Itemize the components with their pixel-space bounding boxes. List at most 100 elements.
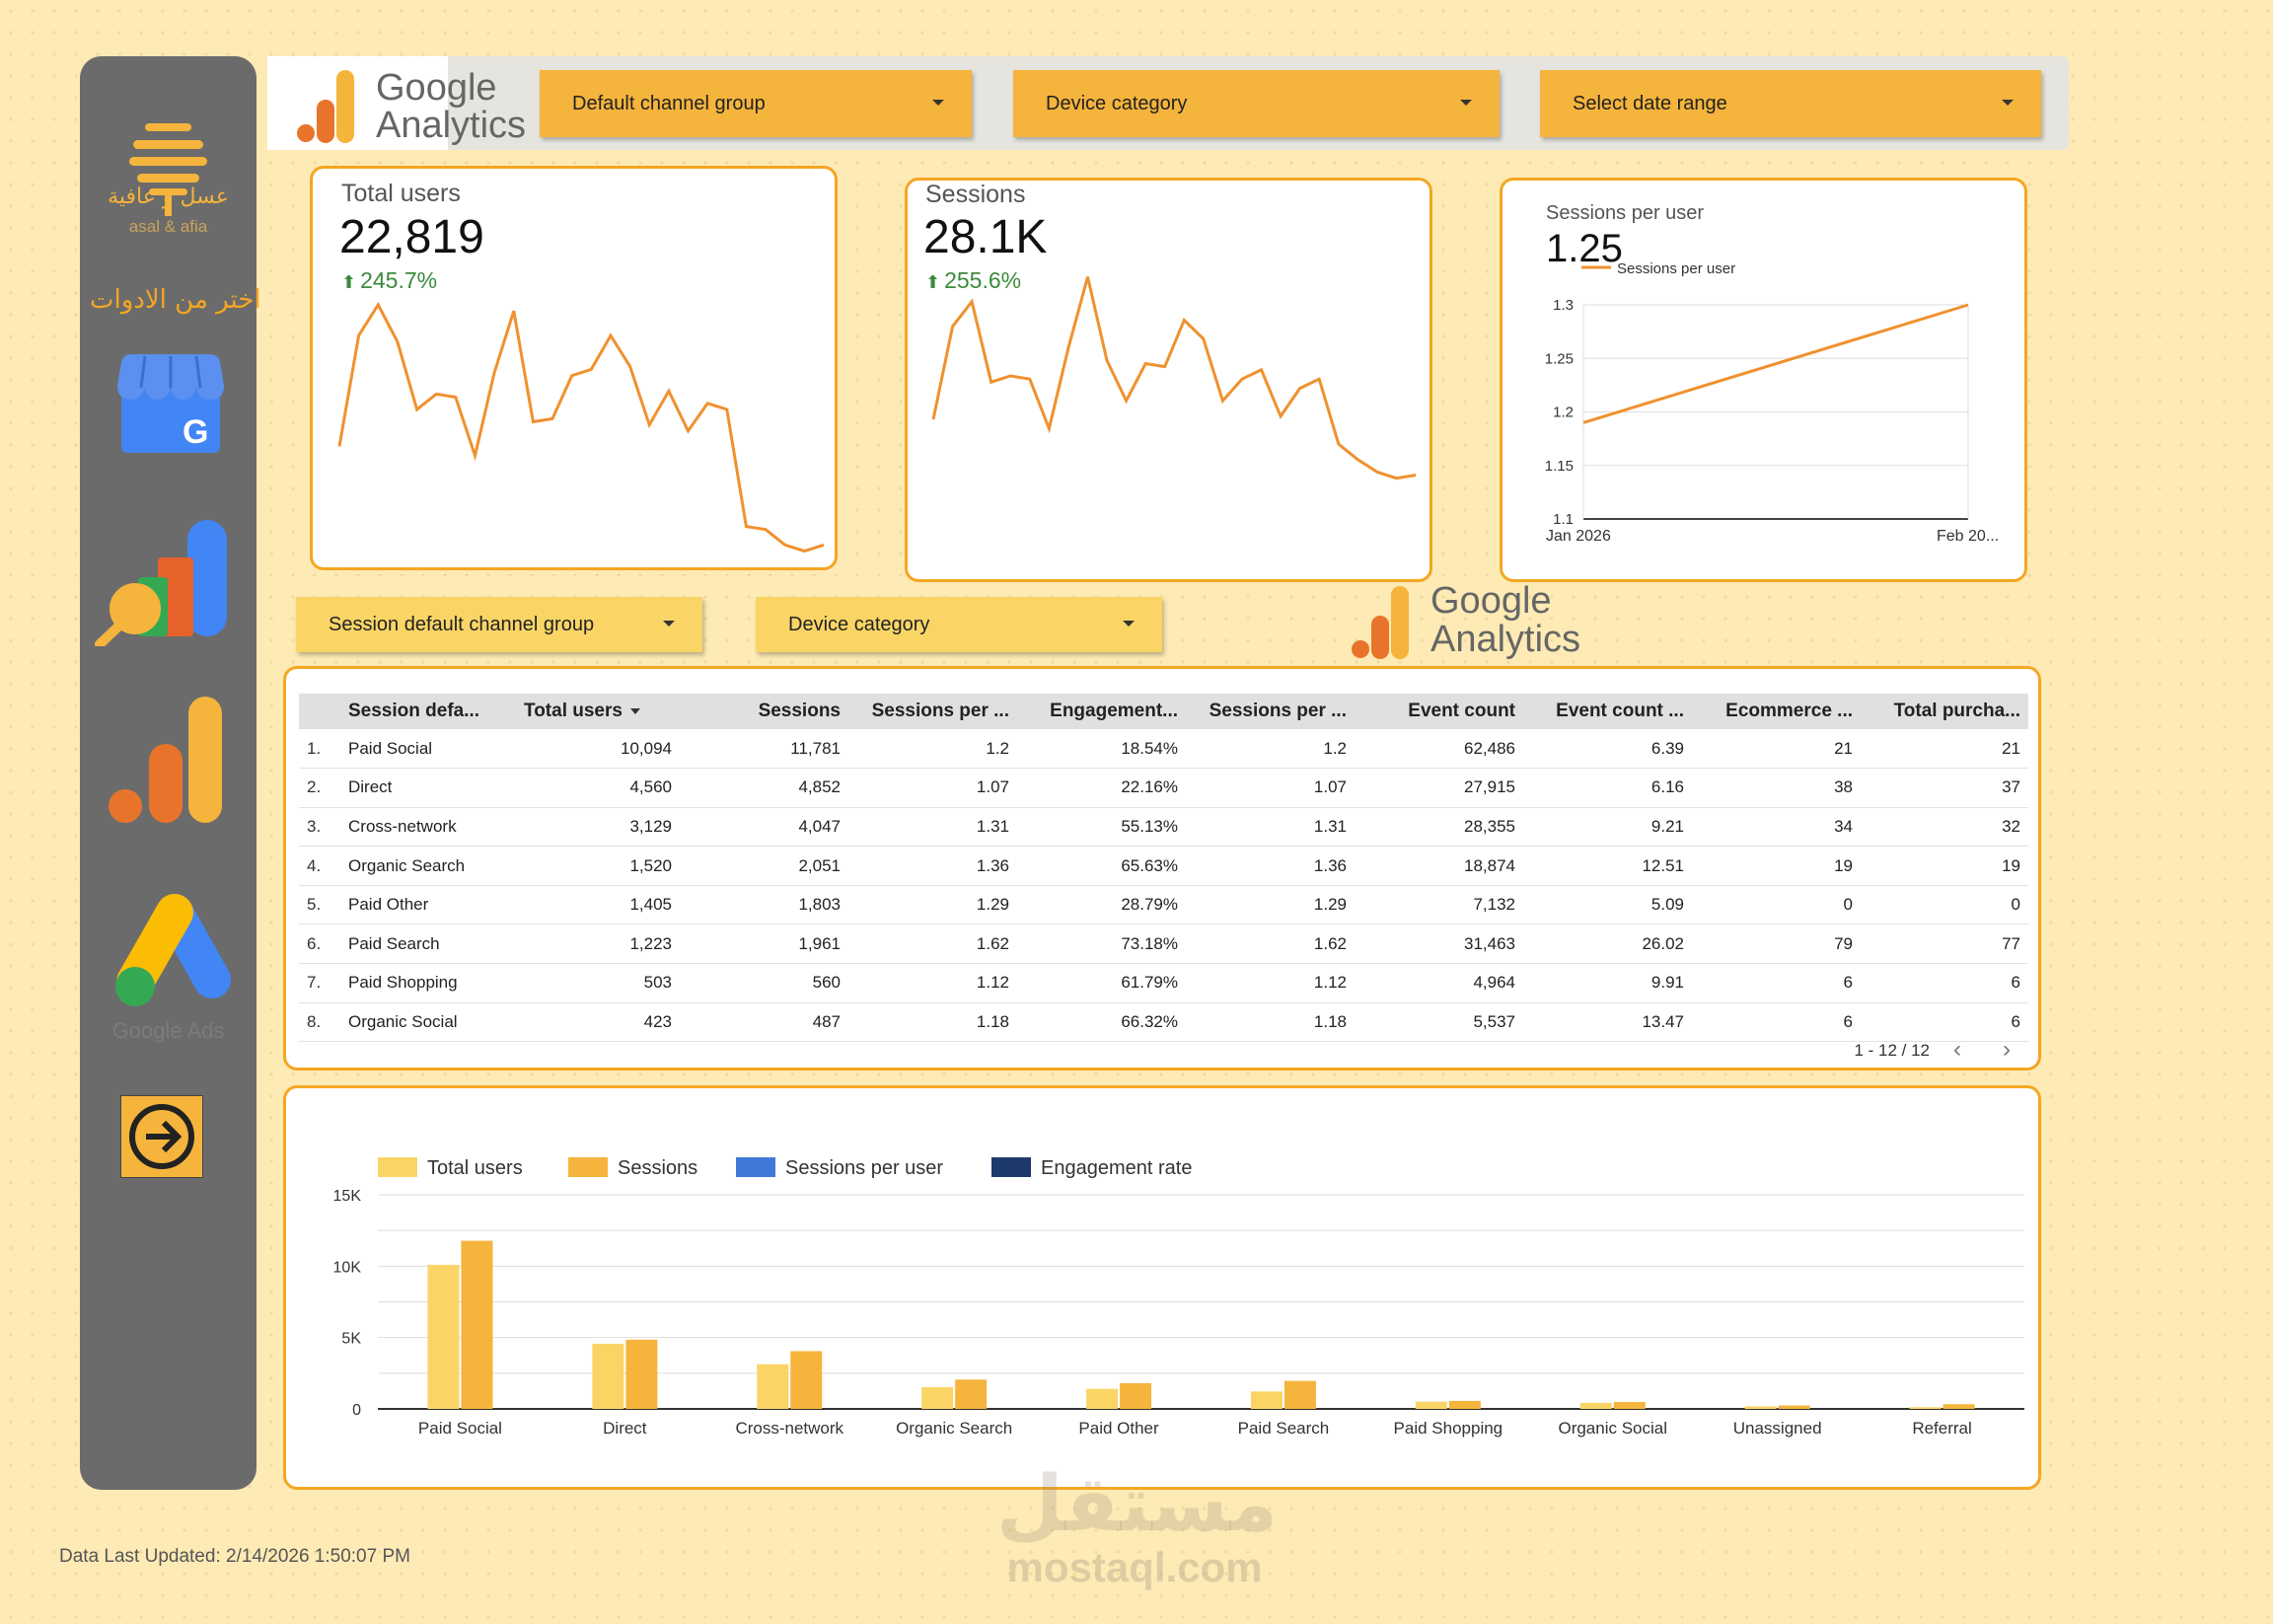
table-row[interactable]: 3. Cross-network 3,129 4,047 1.31 55.13% 1.31 2… [299,807,2028,848]
arrow-right-circle-icon[interactable] [120,1095,203,1178]
bar-sessions[interactable] [1943,1404,1975,1409]
chevron-left-icon[interactable]: ‹ [1953,1036,1961,1063]
column-header[interactable]: Sessions [680,694,848,729]
table-row[interactable]: 2. Direct 4,560 4,852 1.07 22.16% 1.07 27,915 6.… [299,768,2028,808]
column-header[interactable]: Event count [1355,694,1523,729]
bar-total-users[interactable] [921,1387,954,1409]
legend-label[interactable]: Sessions per user [785,1157,943,1179]
dropdown-label: Default channel group [572,92,766,114]
google-ads-label: Google Ads [111,1018,225,1043]
column-header[interactable]: Total users [516,694,680,729]
x-tick-label: Referral [1912,1419,1971,1438]
up-arrow-icon: ⬆ [341,272,357,292]
date-range-dropdown[interactable]: Select date range [1540,70,2041,137]
total-users-card: Total users 22,819 ⬆ 245.7% [310,166,838,570]
caret-down-icon [932,100,944,106]
bar-sessions[interactable] [790,1351,823,1409]
table-row[interactable]: 1. Paid Social 10,094 11,781 1.2 18.54% 1.2 62,… [299,729,2028,770]
bar-sessions[interactable] [955,1379,988,1409]
logo-analytics-text: Analytics [1430,619,1581,660]
table-cell: 18.54% [1017,729,1186,770]
x-tick-label: Organic Search [896,1419,1012,1438]
bar-sessions[interactable] [1613,1401,1646,1409]
bar-sessions[interactable] [1283,1380,1316,1409]
bar-total-users[interactable] [427,1264,460,1409]
table-cell: 77 [1861,923,2028,965]
device-category-dropdown[interactable]: Device category [1013,70,1500,137]
table-row[interactable]: 5. Paid Other 1,405 1,803 1.29 28.79% 1.29 7,13… [299,885,2028,925]
column-header[interactable]: Sessions per ... [848,694,1017,729]
kpi-label: Total users [341,180,461,207]
table-cell: 10,094 [516,729,680,770]
caret-down-icon [1460,100,1472,106]
x-tick-label: Paid Social [418,1419,502,1438]
table-cell: 6.39 [1523,729,1692,770]
google-analytics-search-icon[interactable] [94,518,242,646]
bar-total-users[interactable] [1909,1407,1942,1409]
sidebar: عسل و عافية asal & afia اختر من الادوات … [80,56,261,1490]
column-header[interactable]: Session defa... [340,694,516,729]
column-header[interactable]: Total purcha... [1861,694,2028,729]
bar-total-users[interactable] [1415,1401,1447,1409]
table-cell: 1,803 [680,885,848,925]
kpi-value: 28.1K [923,211,1048,263]
row-index: 6. [299,923,340,965]
table-cell: 4,852 [680,768,848,808]
bar-total-users[interactable] [1250,1391,1283,1409]
column-header[interactable]: Sessions per ... [1186,694,1355,729]
table-cell: 13.47 [1523,1002,1692,1043]
session-channel-group-dropdown[interactable]: Session default channel group [296,597,702,652]
sparkline-path [931,276,1417,480]
legend-label[interactable]: Sessions [618,1157,697,1179]
sort-desc-icon [629,707,640,714]
sparkline-path [337,301,825,554]
table-row[interactable]: 7. Paid Shopping 503 560 1.12 61.79% 1.12 4,964… [299,963,2028,1003]
chevron-right-icon[interactable]: › [2003,1036,2011,1063]
caret-down-icon [1123,621,1135,627]
default-channel-group-dropdown[interactable]: Default channel group [540,70,972,137]
table-cell: 1.29 [1186,885,1355,925]
table-cell: Paid Other [340,885,516,925]
bar-total-users[interactable] [1579,1402,1612,1409]
row-index: 8. [299,1002,340,1043]
legend-label[interactable]: Total users [427,1157,523,1179]
bar-total-users[interactable] [757,1364,789,1409]
table-cell: 1.12 [848,963,1017,1003]
y-tick-label: 5K [341,1331,361,1348]
table-cell: 2,051 [680,846,848,886]
google-business-profile-icon[interactable]: G [113,352,228,456]
table-cell: 1,405 [516,885,680,925]
header-index [299,694,340,729]
table-cell: 9.21 [1523,807,1692,848]
table-cell: 26.02 [1523,923,1692,965]
legend-label[interactable]: Engagement rate [1041,1157,1192,1179]
kpi-value: 22,819 [339,211,484,263]
legend-swatch [378,1157,417,1177]
table-row[interactable]: 6. Paid Search 1,223 1,961 1.62 73.18% 1.62 31,… [299,923,2028,965]
bar-sessions[interactable] [625,1339,658,1409]
table-cell: 73.18% [1017,923,1186,965]
google-ads-icon[interactable] [104,893,232,1016]
y-tick-label: 1.1 [1553,511,1574,528]
bar-total-users[interactable] [592,1344,624,1409]
column-header[interactable]: Ecommerce ... [1692,694,1861,729]
kpi-label: Sessions per user [1546,202,1705,224]
table-cell: 7,132 [1355,885,1523,925]
bar-total-users[interactable] [1744,1406,1777,1409]
table-cell: 9.91 [1523,963,1692,1003]
x-tick-label: Jan 2026 [1546,528,1611,545]
column-header-label: Total users [524,701,623,721]
device-category-dropdown-2[interactable]: Device category [756,597,1162,652]
column-header[interactable]: Engagement... [1017,694,1186,729]
bar-total-users[interactable] [1086,1388,1119,1409]
google-analytics-icon[interactable] [104,693,232,826]
table-cell: Cross-network [340,807,516,848]
bar-sessions[interactable] [1778,1405,1810,1409]
table-row[interactable]: 8. Organic Social 423 487 1.18 66.32% 1.18 5,53… [299,1002,2028,1043]
y-tick-label: 1.2 [1553,405,1574,421]
bar-sessions[interactable] [1120,1382,1152,1409]
table-row[interactable]: 4. Organic Search 1,520 2,051 1.36 65.63% 1.36… [299,846,2028,886]
column-header[interactable]: Event count ... [1523,694,1692,729]
bar-sessions[interactable] [461,1240,493,1409]
bar-sessions[interactable] [1448,1400,1481,1409]
